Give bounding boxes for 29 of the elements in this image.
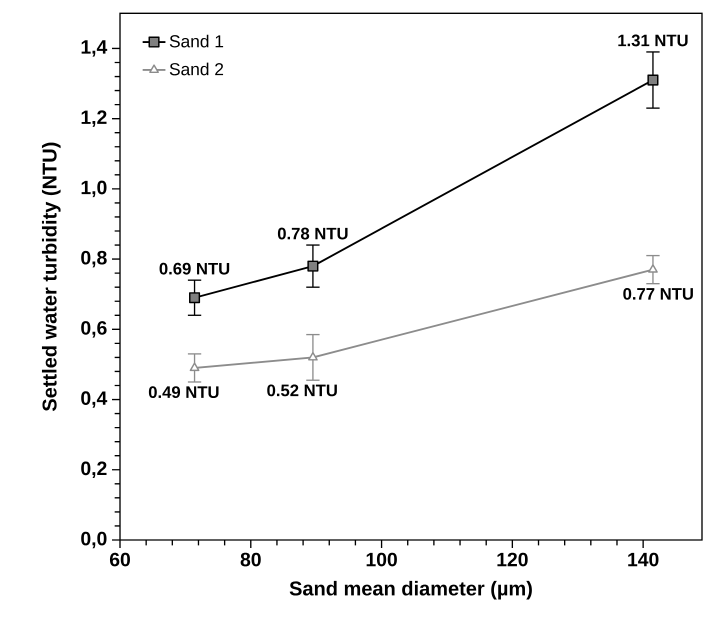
x-tick-label: 80	[240, 552, 261, 566]
x-tick-label: 100	[366, 552, 397, 566]
legend-label: Sand 2	[170, 62, 224, 76]
y-tick-label: 0,6	[81, 321, 107, 338]
point	[190, 362, 200, 372]
point	[307, 260, 318, 272]
y-tick-label: 1,0	[82, 180, 107, 198]
y-tick-label: 0,8	[81, 250, 107, 268]
point	[189, 292, 200, 304]
data-label: 0.69 NTU	[160, 262, 230, 275]
data-label: 0.77 NTU	[623, 288, 693, 300]
y-tick-label: 1,2	[82, 110, 107, 127]
x-tick-label: 120	[497, 552, 528, 566]
x-tick-label: 140	[628, 552, 658, 566]
y-tick-label: 1,4	[82, 40, 108, 57]
x-tick-label: 60	[110, 552, 130, 566]
legend-label: Sand 1	[170, 34, 224, 48]
data-label: 1.31 NTU	[618, 34, 688, 46]
point	[648, 264, 658, 273]
data-label: 0.52 NTU	[267, 384, 337, 396]
y-tick-label: 0,4	[81, 391, 108, 408]
data-label: 0.49 NTU	[148, 386, 219, 398]
x-axis-title: Sand mean diameter (µm)	[290, 580, 532, 600]
y-tick-label: 0,2	[81, 462, 107, 478]
data-label: 0.78 NTU	[278, 228, 348, 240]
point	[647, 74, 658, 86]
y-tick-label: 0,0	[81, 532, 107, 548]
y-axis-title: Settled water turbidity (NTU)	[42, 142, 61, 412]
point	[308, 352, 318, 361]
